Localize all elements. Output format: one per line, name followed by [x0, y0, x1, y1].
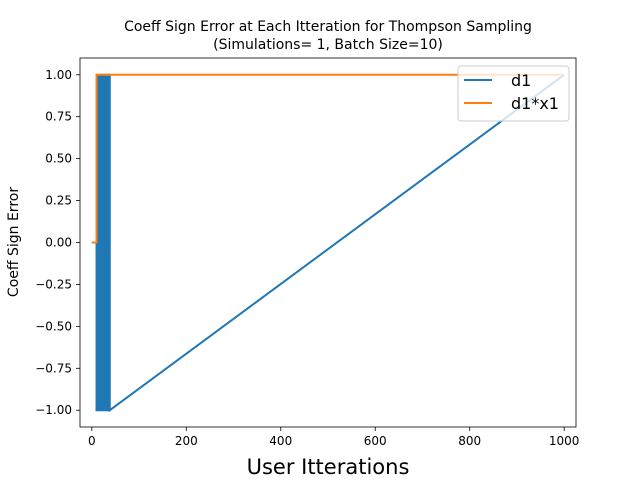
y-tick-label: 0.50	[45, 152, 72, 166]
x-tick-label: 400	[269, 434, 292, 448]
x-tick-label: 0	[88, 434, 96, 448]
y-tick-label: −0.25	[35, 277, 72, 291]
x-axis-label: User Itterations	[247, 455, 410, 479]
legend: d1 d1*x1	[457, 65, 570, 122]
y-tick-label: −0.50	[35, 319, 72, 333]
x-tick-label: 1000	[549, 434, 580, 448]
series-lines	[91, 73, 565, 413]
x-tick-label: 200	[175, 434, 198, 448]
chart-subtitle: (Simulations= 1, Batch Size=10)	[213, 37, 443, 53]
y-tick-label: −0.75	[35, 361, 72, 375]
plot-frame	[79, 57, 577, 428]
y-tick-label: 1.00	[45, 68, 72, 82]
y-axis-label: Coeff Sign Error	[6, 187, 22, 297]
y-tick-label: 0.00	[45, 236, 72, 250]
legend-label: d1*x1	[511, 94, 559, 113]
series-line-d1-x1	[91, 73, 565, 244]
legend-label: d1	[511, 71, 531, 90]
y-tick-label: 0.25	[45, 194, 72, 208]
y-tick-label: 0.75	[45, 110, 72, 124]
chart-title: Coeff Sign Error at Each Itteration for …	[124, 19, 532, 35]
x-tick-label: 800	[458, 434, 481, 448]
y-axis-ticks: −1.00 −0.75 −0.50 −0.25 0.00 0.25 0.50 0.75 1.00	[35, 68, 80, 417]
x-axis-ticks: 0 200 400 600 800 1000	[88, 427, 579, 448]
y-tick-label: −1.00	[35, 403, 72, 417]
x-tick-label: 600	[364, 434, 387, 448]
